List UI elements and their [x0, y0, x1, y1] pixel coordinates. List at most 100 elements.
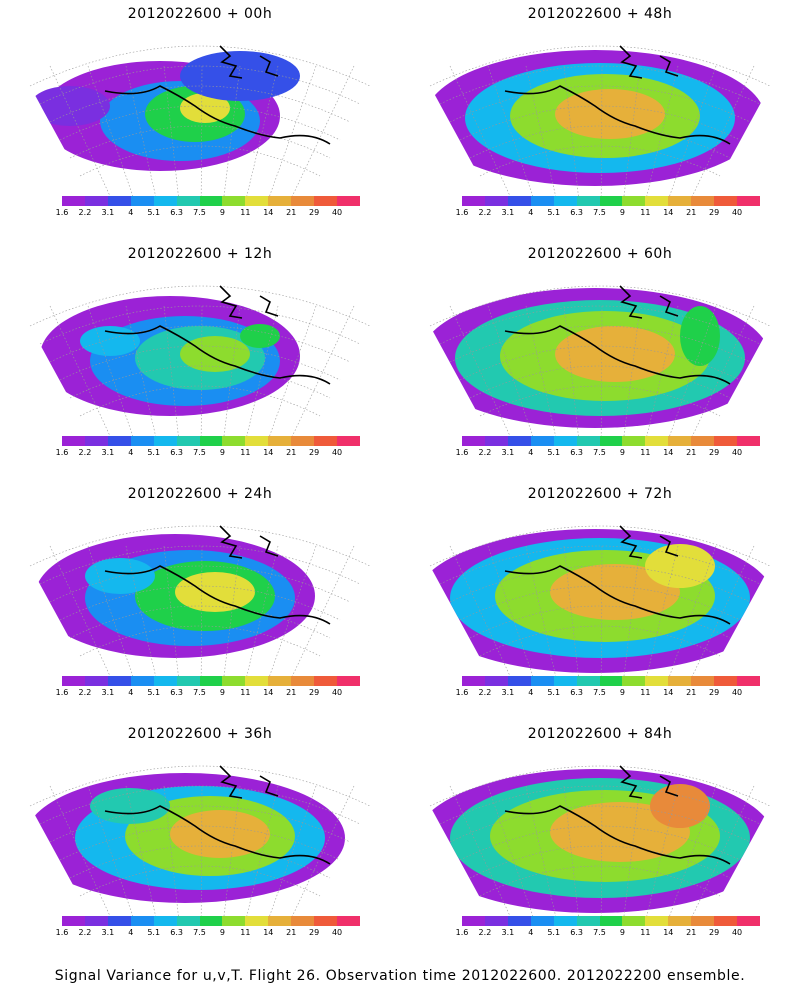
variance-map	[29, 45, 371, 196]
figure-caption: Signal Variance for u,v,T. Flight 26. Ob…	[54, 968, 746, 984]
graticule-meridian	[125, 545, 156, 676]
colorbar-swatch	[668, 196, 692, 206]
graticule-latitude	[59, 825, 341, 861]
colorbar-swatch	[153, 196, 177, 206]
colorbar-tick-label: 4	[528, 208, 534, 217]
colorbar-tick-label: 40	[731, 208, 743, 217]
colorbar-swatch	[484, 676, 508, 686]
colorbar-tick-label: 9	[619, 928, 625, 937]
graticule-meridian	[646, 785, 679, 916]
graticule-meridian	[525, 545, 556, 676]
graticule-latitude	[439, 305, 761, 345]
colorbar-swatch	[245, 436, 269, 446]
map-panel-48h: 2012022600 + 48h 1.6 2.2 3.1 4 5.1 6.3 7.5 9 11 1…	[400, 0, 800, 240]
colorbar-tick-label: 2.2	[478, 688, 492, 697]
graticule-meridian	[600, 785, 603, 916]
graticule-meridian	[600, 65, 603, 196]
colorbar-tick-label: 6.3	[570, 928, 583, 937]
graticule-meridian	[563, 305, 579, 436]
graticule-latitude	[39, 305, 361, 345]
colorbar-swatch	[645, 916, 669, 926]
graticule-meridian	[525, 785, 556, 916]
variance-field	[430, 529, 770, 673]
variance-contour	[90, 788, 170, 824]
colorbar-tick-label: 29	[309, 448, 320, 457]
colorbar-tick-label: 40	[731, 448, 743, 457]
colorbar-swatch	[691, 196, 715, 206]
colorbar-swatch	[553, 436, 577, 446]
colorbar-swatch	[222, 196, 246, 206]
colorbar-swatch	[576, 436, 600, 446]
graticule-latitude	[29, 45, 371, 87]
colorbar-swatch	[107, 916, 131, 926]
colorbar-tick-label: 14	[663, 208, 674, 217]
colorbar-tick-label: 14	[663, 688, 674, 697]
colorbar-tick-label: 3.1	[501, 688, 515, 697]
graticule-meridian	[246, 545, 279, 676]
colorbar-tick-label: 7.5	[593, 688, 606, 697]
graticule-latitude	[49, 805, 351, 843]
colorbar-swatch	[622, 436, 646, 446]
colorbar-tick-label: 9	[619, 688, 625, 697]
colorbar-swatch	[176, 916, 200, 926]
colorbar-swatch	[507, 196, 531, 206]
graticule-meridian	[600, 545, 603, 676]
graticule-meridian	[563, 785, 579, 916]
colorbar	[462, 676, 760, 686]
colorbar-swatch	[530, 676, 554, 686]
colorbar-swatch	[62, 916, 85, 926]
map-panel-60h: 2012022600 + 60h 1.6 2.2 3.1 4 5.1 6.3 7.5 9 11 1…	[400, 240, 800, 480]
colorbar-tick-label: 2.2	[478, 928, 492, 937]
map-panel-24h: 2012022600 + 24h 1.6 2.2 3.1 4 5.1 6.3 7.5 9 11 1…	[0, 480, 400, 720]
colorbar-tick-label: 11	[640, 928, 651, 937]
graticule-meridian	[646, 305, 679, 436]
colorbar-swatch	[199, 436, 223, 446]
colorbar-swatch	[314, 196, 338, 206]
colorbar	[62, 436, 360, 446]
colorbar-tick-label: 1.6	[455, 208, 469, 217]
graticule-meridian	[223, 545, 241, 676]
colorbar-swatch	[222, 916, 246, 926]
colorbar-swatch	[645, 196, 669, 206]
colorbar-swatch	[222, 436, 246, 446]
graticule-latitude	[29, 765, 371, 807]
graticule-meridian	[292, 545, 355, 676]
colorbar-tick-label: 21	[686, 688, 697, 697]
map-panel-36h: 2012022600 + 36h 1.6 2.2 3.1 4 5.1 6.3 7.5 9 11 1…	[0, 720, 400, 960]
colorbar-tick-label: 21	[286, 208, 297, 217]
colorbar-swatch	[245, 676, 269, 686]
colorbar-swatch	[314, 676, 338, 686]
colorbar-tick-label: 9	[219, 928, 225, 937]
graticule-latitude	[449, 325, 751, 363]
coastline	[504, 285, 731, 385]
colorbar-swatch	[622, 676, 646, 686]
graticule-meridian	[223, 65, 241, 196]
colorbar-swatch	[553, 676, 577, 686]
graticule-latitude	[429, 45, 771, 87]
colorbar-swatch	[714, 196, 738, 206]
graticule-meridian	[563, 65, 579, 196]
colorbar-swatch	[462, 196, 485, 206]
colorbar-swatch	[291, 676, 315, 686]
colorbar-tick-label: 40	[331, 688, 343, 697]
variance-field	[40, 296, 300, 416]
colorbar-tick-label: 2.2	[78, 208, 92, 217]
colorbar-swatch	[314, 916, 338, 926]
colorbar-tick-label: 4	[128, 208, 134, 217]
colorbar-tick-label: 7.5	[193, 208, 206, 217]
coastline	[104, 525, 331, 625]
colorbar-swatch	[462, 436, 485, 446]
colorbar-swatch	[199, 196, 223, 206]
graticule-latitude	[439, 785, 761, 825]
colorbar-tick-label: 2.2	[478, 208, 492, 217]
colorbar-swatch	[714, 916, 738, 926]
colorbar-swatch	[291, 436, 315, 446]
colorbar-swatch	[691, 916, 715, 926]
colorbar-tick-label: 14	[263, 688, 274, 697]
colorbar-tick-label: 5.1	[547, 688, 561, 697]
graticule-meridian	[449, 305, 511, 436]
graticule-latitude	[429, 525, 771, 567]
graticule-meridian	[646, 65, 679, 196]
colorbar-tick-label: 7.5	[193, 688, 206, 697]
colorbar-tick-label: 6.3	[170, 688, 183, 697]
